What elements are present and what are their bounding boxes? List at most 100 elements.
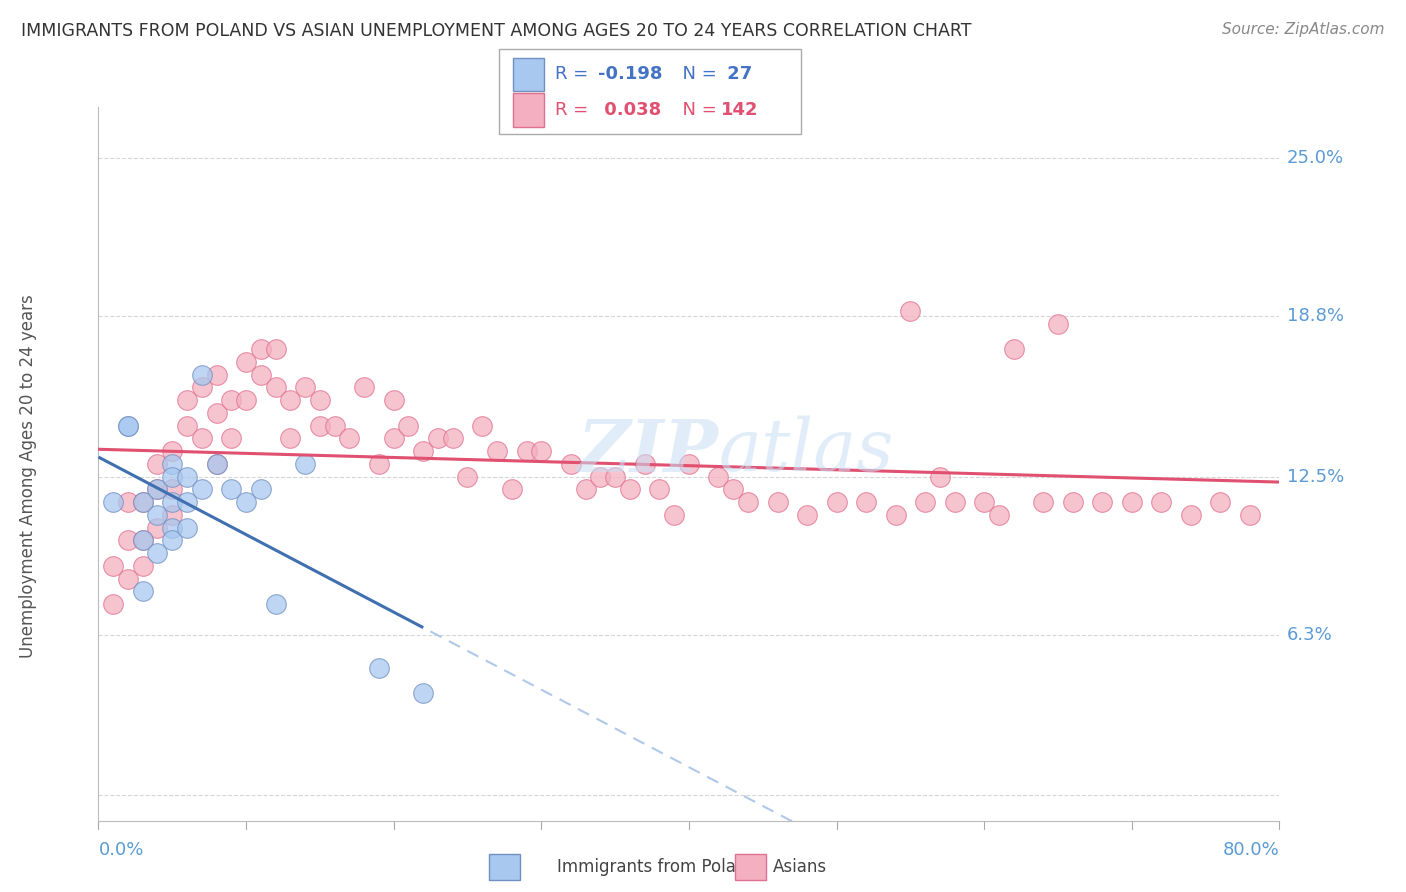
Point [117,572,139,586]
Point [278,393,302,408]
Point [132,533,155,548]
Point [132,495,155,509]
Point [132,558,155,573]
Point [707,469,730,483]
Point [382,431,405,445]
Point [737,495,759,509]
Point [309,418,332,433]
Text: IMMIGRANTS FROM POLAND VS ASIAN UNEMPLOYMENT AMONG AGES 20 TO 24 YEARS CORRELATI: IMMIGRANTS FROM POLAND VS ASIAN UNEMPLOY… [21,22,972,40]
Point [456,469,478,483]
Point [146,546,169,560]
Point [219,483,242,497]
Point [368,661,391,675]
Point [191,483,214,497]
Point [176,393,198,408]
Point [973,495,995,509]
Point [219,393,242,408]
Point [427,431,450,445]
Point [235,495,257,509]
Text: -0.198: -0.198 [598,65,662,84]
Point [146,457,169,471]
Text: 0.0%: 0.0% [98,841,143,859]
Point [132,584,155,599]
Point [574,483,596,497]
Point [132,533,155,548]
Text: R =: R = [555,101,595,119]
Text: 80.0%: 80.0% [1223,841,1279,859]
Point [191,380,214,394]
Text: 12.5%: 12.5% [1286,467,1344,485]
Point [117,418,139,433]
Point [382,393,405,408]
Point [264,380,287,394]
Point [191,431,214,445]
Text: 25.0%: 25.0% [1286,149,1344,167]
Point [412,444,434,458]
Point [589,469,612,483]
Point [486,444,509,458]
Text: R =: R = [555,65,595,84]
Point [162,483,183,497]
Point [1209,495,1232,509]
Point [1091,495,1114,509]
Point [103,558,125,573]
Point [323,418,346,433]
Text: N =: N = [671,65,723,84]
Point [900,304,922,318]
Point [146,483,169,497]
Point [471,418,494,433]
Point [205,457,228,471]
Point [943,495,966,509]
Point [825,495,848,509]
Point [250,483,273,497]
Point [294,380,316,394]
Point [103,597,125,611]
Point [162,533,183,548]
Point [1046,317,1069,331]
Point [619,483,641,497]
Point [294,457,316,471]
Point [353,380,375,394]
Point [337,431,360,445]
Point [146,483,169,497]
Point [205,406,228,420]
Text: Source: ZipAtlas.com: Source: ZipAtlas.com [1222,22,1385,37]
Point [1121,495,1143,509]
Point [515,444,537,458]
Point [176,469,198,483]
Point [250,342,273,356]
Point [117,418,139,433]
Text: 27: 27 [721,65,752,84]
Point [987,508,1010,522]
Point [278,431,302,445]
Text: ZIP: ZIP [578,416,718,487]
Point [1062,495,1084,509]
Point [914,495,936,509]
Point [162,520,183,534]
Point [235,393,257,408]
Point [162,444,183,458]
Point [1239,508,1261,522]
Point [219,431,242,445]
Point [605,469,627,483]
Point [117,495,139,509]
Point [396,418,419,433]
Point [855,495,877,509]
Point [309,393,332,408]
Point [412,686,434,700]
Text: 0.038: 0.038 [598,101,661,119]
Point [1150,495,1173,509]
Point [441,431,464,445]
Point [176,495,198,509]
Point [796,508,818,522]
Point [103,495,125,509]
Point [146,508,169,522]
Point [117,533,139,548]
Point [648,483,671,497]
Point [264,342,287,356]
Text: 6.3%: 6.3% [1286,625,1333,644]
Point [664,508,686,522]
Text: atlas: atlas [718,416,894,486]
Text: 18.8%: 18.8% [1286,307,1344,325]
Point [162,469,183,483]
